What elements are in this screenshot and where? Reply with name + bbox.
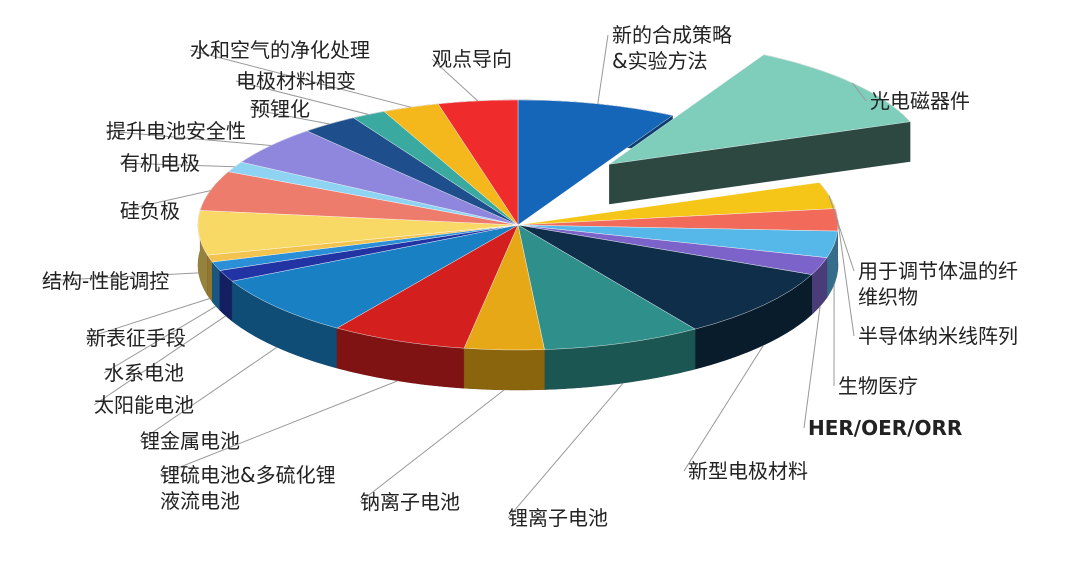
leader-line-0 — [597, 34, 609, 104]
pie-slice-1 — [609, 54, 911, 165]
slice-label-0: 新的合成策略 &实验方法 — [612, 23, 732, 73]
slice-label-11: 太阳能电池 — [94, 393, 194, 417]
leader-line-5 — [803, 306, 821, 429]
pie-cut-face-1-1 — [609, 121, 911, 205]
slice-label-18: 预锂化 — [250, 97, 310, 121]
slice-label-17: 提升电池安全性 — [106, 119, 246, 143]
leader-line-20 — [189, 49, 411, 108]
leader-line-3 — [837, 219, 855, 337]
leader-line-1 — [852, 82, 867, 102]
leader-line-19 — [235, 80, 369, 115]
slice-label-9: 锂硫电池&多硫化锂 液流电池 — [160, 463, 336, 513]
leader-line-14 — [41, 272, 199, 282]
leader-line-7 — [507, 382, 624, 519]
slice-label-4: 生物医疗 — [838, 374, 918, 398]
slice-label-16: 有机电极 — [120, 151, 200, 175]
pie-slice-7 — [517, 224, 696, 350]
slice-label-14: 结构-性能调控 — [42, 269, 170, 293]
leader-line-13 — [85, 298, 210, 339]
slice-label-13: 新表征手段 — [86, 326, 186, 350]
pie-slice-6 — [517, 224, 813, 330]
slice-label-8: 钠离子电池 — [360, 490, 460, 514]
pie-side-8 — [463, 347, 545, 391]
slice-label-10: 锂金属电池 — [140, 429, 240, 453]
slice-label-19: 电极材料相变 — [236, 69, 356, 93]
leader-line-6 — [683, 344, 764, 472]
slice-label-2: 用于调节体温的纤 维织物 — [858, 259, 1018, 309]
pie-slice-10 — [231, 224, 519, 329]
slice-label-1: 光电磁器件 — [870, 89, 970, 113]
leader-line-11 — [93, 315, 226, 406]
leader-line-18 — [249, 108, 330, 125]
leader-line-10 — [139, 346, 278, 442]
slice-label-3: 半导体纳米线阵列 — [858, 324, 1018, 348]
leader-line-12 — [103, 305, 217, 374]
leader-line-2 — [828, 195, 855, 272]
slice-label-20: 水和空气的净化处理 — [190, 38, 370, 62]
leader-line-16 — [119, 162, 235, 168]
leader-line-21 — [431, 58, 479, 102]
pie-slice-9 — [336, 224, 519, 349]
slice-label-5: HER/OER/ORR — [808, 416, 963, 440]
slice-label-7: 锂离子电池 — [508, 506, 608, 530]
slice-label-12: 水系电池 — [104, 361, 184, 385]
leader-line-15 — [119, 190, 211, 212]
slice-label-6: 新型电极材料 — [688, 459, 808, 483]
slice-label-15: 硅负极 — [120, 199, 180, 223]
leader-line-8 — [359, 389, 505, 503]
leader-line-17 — [105, 130, 272, 146]
pie-side-13 — [207, 254, 213, 303]
leader-line-9 — [159, 380, 398, 476]
slice-label-21: 观点导向 — [432, 47, 512, 71]
pie-slice-0 — [517, 99, 673, 226]
